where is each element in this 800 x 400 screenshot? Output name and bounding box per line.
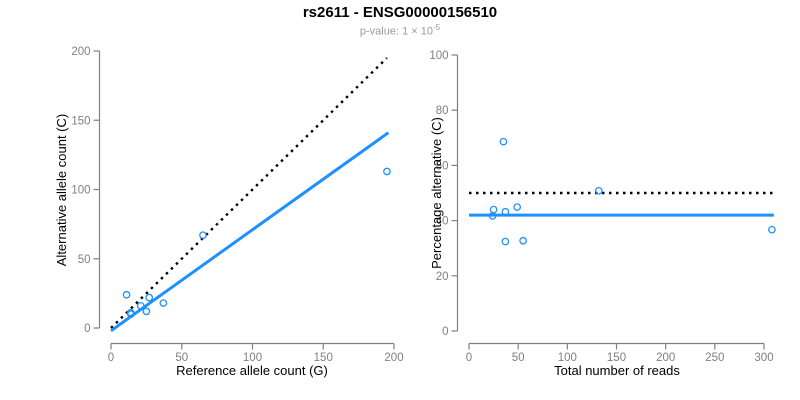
right-x-axis-label: Total number of reads xyxy=(554,363,680,378)
data-point xyxy=(768,225,776,234)
y-tick-label: 80 xyxy=(436,105,449,117)
y-tick-label: 60 xyxy=(436,160,449,172)
data-point xyxy=(499,137,508,146)
x-tick-label: 300 xyxy=(754,352,773,364)
plot-subtitle: p-value: 1 × 10-5 xyxy=(0,23,800,38)
x-tick-label: 50 xyxy=(175,352,188,364)
data-point xyxy=(501,207,510,216)
regression-line xyxy=(110,131,390,332)
x-tick-label: 150 xyxy=(314,352,333,364)
y-tick-label: 100 xyxy=(429,50,448,62)
x-tick-label: 100 xyxy=(558,352,577,364)
right-y-axis-label: Percentage alternative (C) xyxy=(429,117,444,269)
data-point xyxy=(136,301,145,310)
x-tick-label: 200 xyxy=(656,352,675,364)
data-point xyxy=(501,237,510,246)
x-tick-label: 100 xyxy=(243,352,262,364)
y-tick-label: 150 xyxy=(71,115,90,127)
data-point xyxy=(513,203,522,211)
data-point xyxy=(122,290,131,299)
p-value-label: p-value: xyxy=(359,25,403,38)
data-point xyxy=(594,186,603,195)
y-tick-label: 0 xyxy=(442,326,448,338)
data-point xyxy=(489,205,498,214)
x-tick-label: 200 xyxy=(384,352,403,364)
y-tick-label: 100 xyxy=(71,185,90,197)
data-point xyxy=(199,231,207,240)
left-x-axis-label: Reference allele count (G) xyxy=(176,363,328,378)
y-tick-label: 20 xyxy=(436,271,449,283)
y-tick-label: 40 xyxy=(436,216,449,228)
p-value-exponent: -5 xyxy=(432,23,441,32)
left-y-axis-label: Alternative allele count (C) xyxy=(54,113,69,267)
y-tick-label: 50 xyxy=(78,254,91,266)
data-point xyxy=(159,299,168,307)
x-tick-label: 250 xyxy=(705,352,724,364)
identity-line xyxy=(110,57,388,329)
p-value-text: 1 × 10 xyxy=(402,25,433,38)
y-tick-label: 0 xyxy=(84,323,90,335)
x-tick-label: 150 xyxy=(607,352,626,364)
y-tick-label: 200 xyxy=(71,46,90,58)
plot-title: rs2611 - ENSG00000156510 xyxy=(302,4,498,21)
data-point xyxy=(383,167,391,176)
x-tick-label: 0 xyxy=(466,352,472,364)
data-point xyxy=(145,293,154,302)
data-point xyxy=(142,307,151,316)
data-point xyxy=(126,308,135,317)
data-point xyxy=(519,236,527,245)
x-tick-label: 0 xyxy=(108,352,114,364)
x-tick-label: 50 xyxy=(512,352,525,364)
